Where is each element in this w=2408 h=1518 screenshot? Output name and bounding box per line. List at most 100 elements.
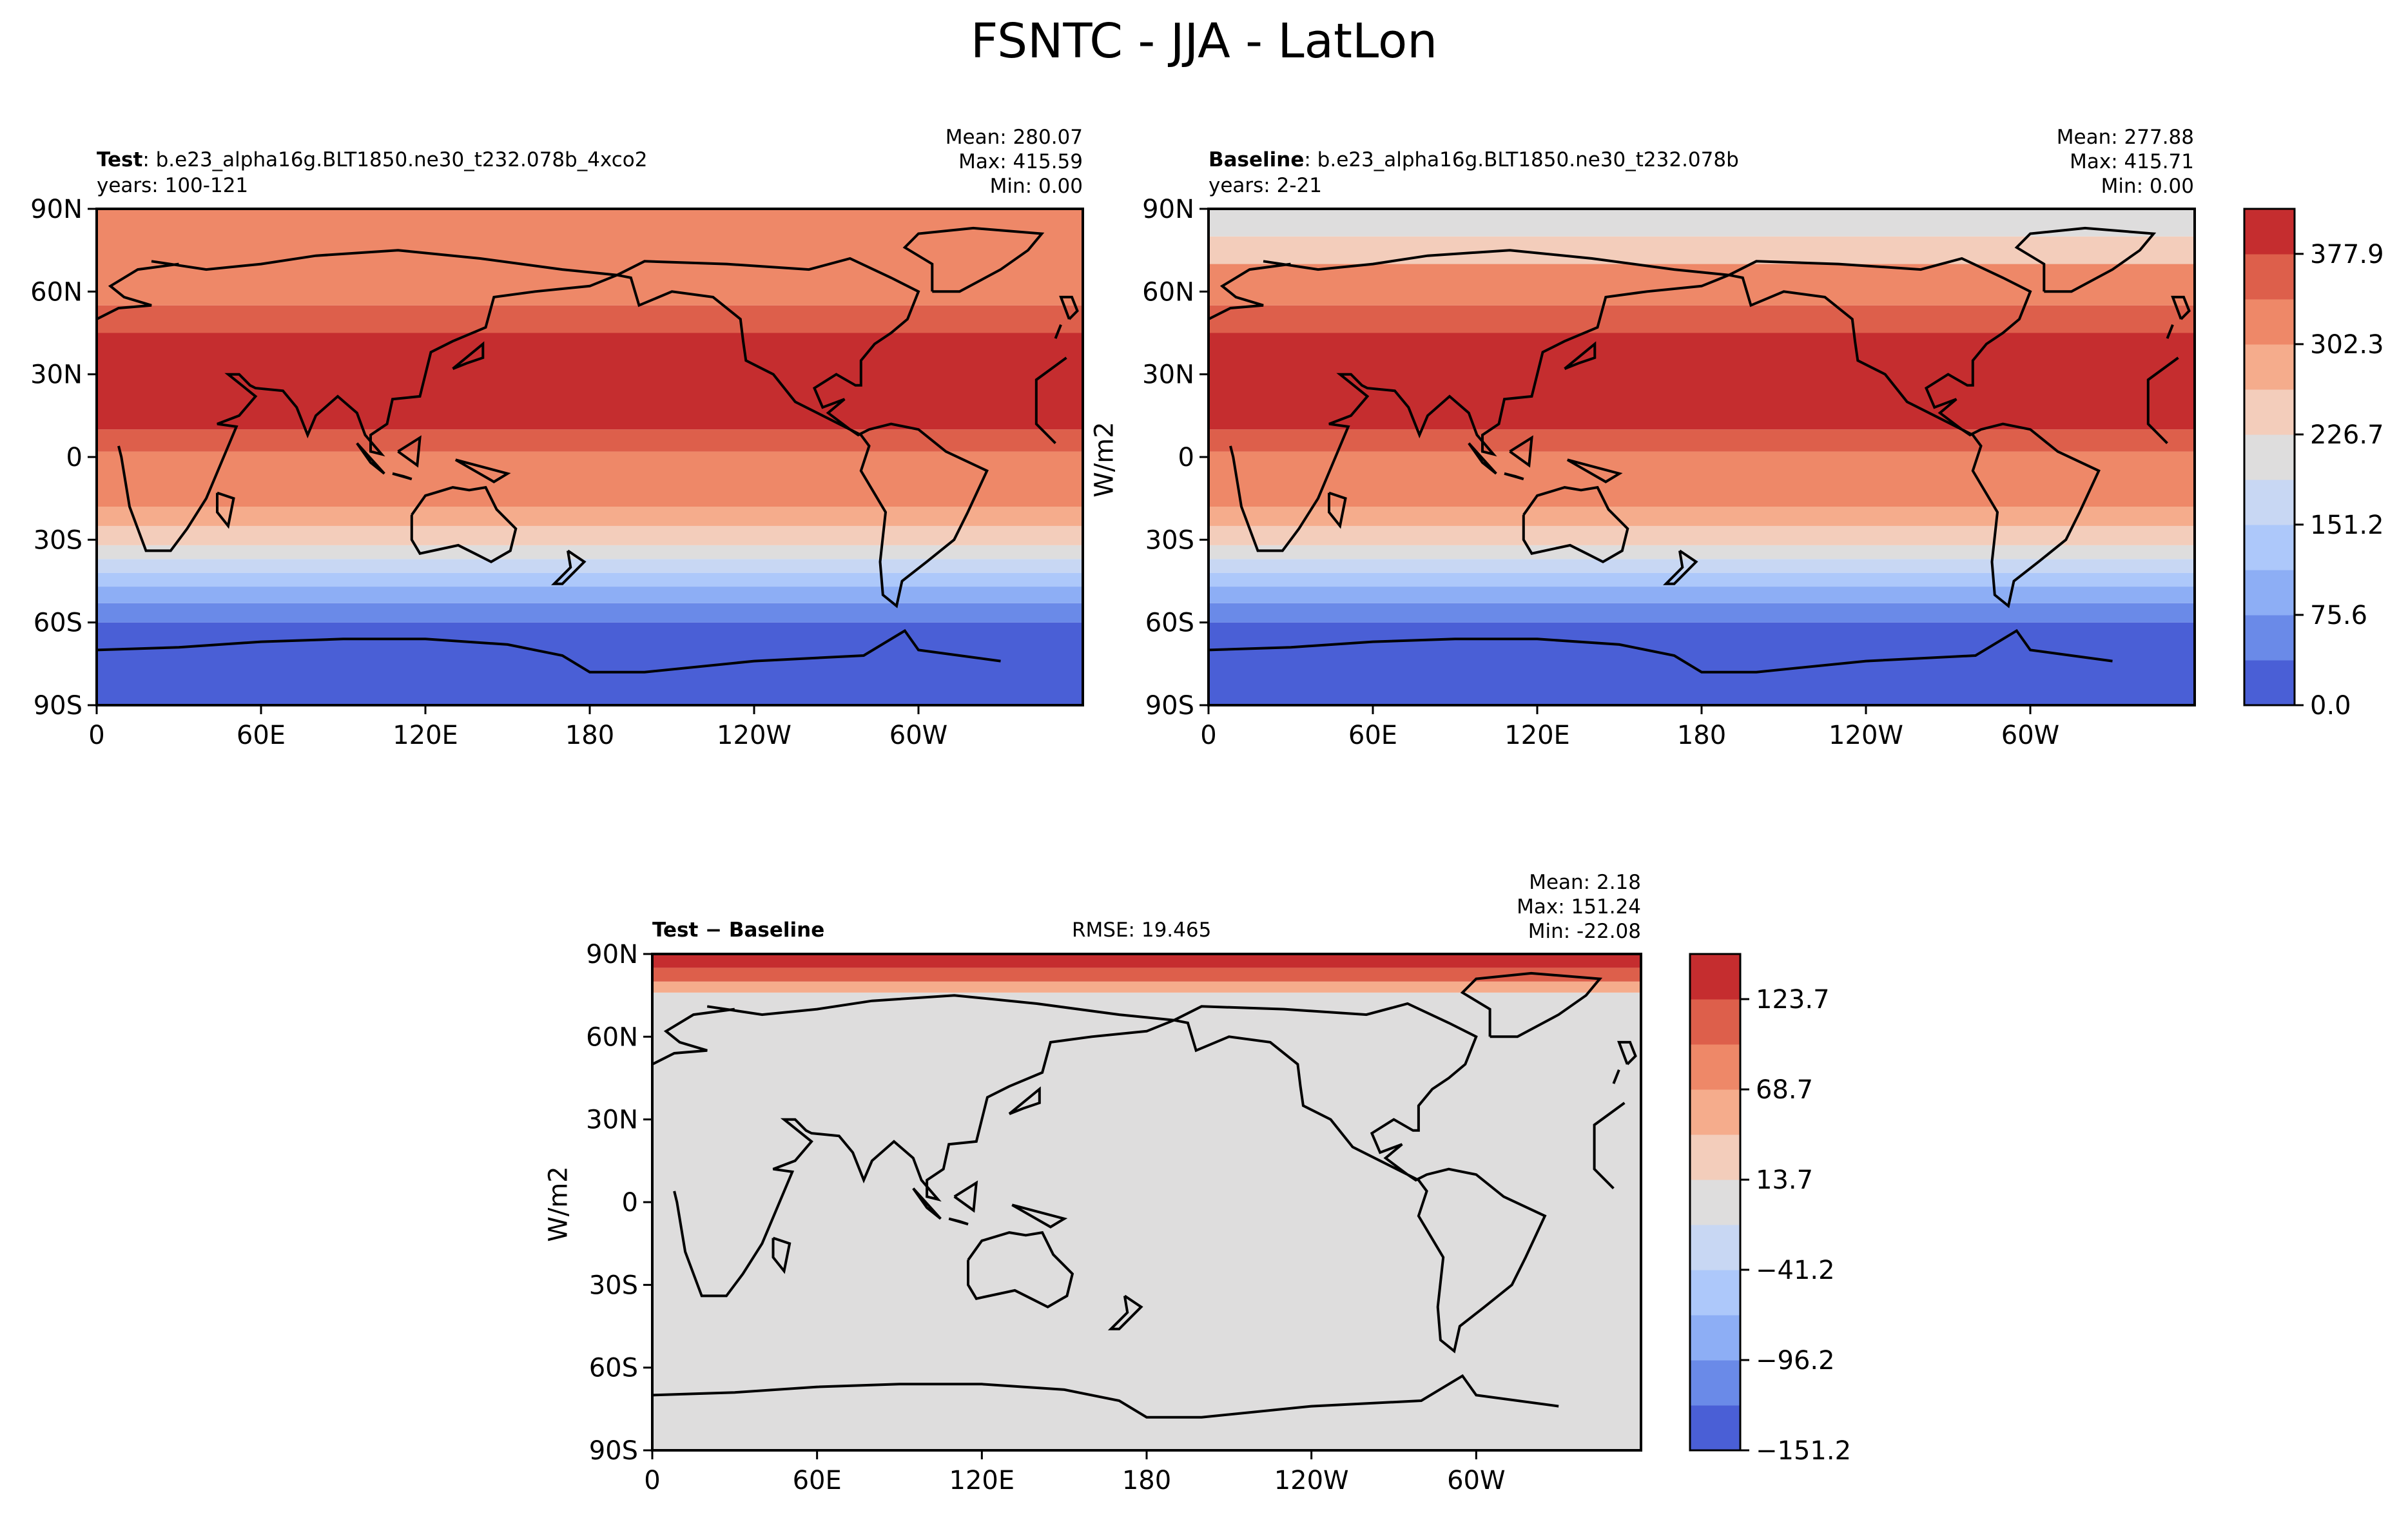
main-colorbar-tick-label: 302.3: [2310, 330, 2384, 360]
test-coastline: [454, 458, 511, 483]
baseline-coastline: [1209, 262, 1291, 320]
main-colorbar-segment: [2244, 209, 2295, 255]
test-coastline: [97, 628, 1001, 674]
diff-rmse: RMSE: 19.465: [1072, 919, 1212, 942]
main-colorbar-tick-label: 377.9: [2310, 240, 2384, 269]
main-colorbar-segment: [2244, 254, 2295, 300]
baseline-band: [1209, 603, 2195, 623]
diff-ytick-label: 60S: [589, 1354, 638, 1383]
diff-coastline: [772, 1236, 791, 1274]
test-label: Test: b.e23_alpha16g.BLT1850.ne30_t232.0…: [97, 148, 648, 171]
baseline-band: [1209, 587, 2195, 603]
test-coastline: [616, 257, 989, 608]
diff-coastline: [1617, 1040, 1637, 1066]
diff-band: [652, 981, 1641, 993]
diff-colorbar-tick-label: −96.2: [1756, 1346, 1835, 1376]
main-colorbar-segment: [2244, 299, 2295, 345]
baseline-band: [1209, 545, 2195, 560]
test-xtick-label: 60E: [237, 721, 286, 750]
test-band: [97, 572, 1083, 587]
baseline-label: Baseline: b.e23_alpha16g.BLT1850.ne30_t2…: [1209, 148, 1739, 171]
diff-coastline: [1612, 1069, 1620, 1084]
diff-map-panel: 0 60E 120E 180 120W 60W 90N 60N 30N 0 30S 60S 90S: [586, 940, 1642, 1495]
baseline-band: [1209, 572, 2195, 587]
main-colorbar-segment: [2244, 344, 2295, 390]
diff-colorbar-segment: [1690, 1134, 1740, 1180]
baseline-map-panel: 0 60E 120E 180 120W 60W 90N 60N 30N 0 30S 60S 90S: [1142, 195, 2196, 750]
test-band: [97, 305, 1083, 333]
baseline-coastline: [2166, 324, 2174, 339]
baseline-coastline: [2014, 226, 2157, 293]
baseline-band: [1209, 264, 2195, 306]
diff-colorbar-segment: [1690, 1225, 1740, 1270]
test-band: [97, 451, 1083, 480]
diff-ytick-label: 90N: [586, 940, 638, 969]
test-coastline: [902, 226, 1045, 293]
test-max: Max: 415.59: [958, 150, 1083, 173]
diff-coastline: [948, 1217, 969, 1226]
diff-band: [652, 992, 1641, 1450]
test-band: [97, 429, 1083, 452]
test-map-body: [97, 209, 1083, 705]
test-band: [97, 545, 1083, 560]
test-band: [97, 587, 1083, 603]
test-coastline: [452, 341, 485, 370]
test-coastline: [1059, 295, 1079, 320]
main-colorbar-segment: [2244, 660, 2295, 706]
baseline-ytick-label: 90N: [1142, 195, 1194, 224]
baseline-ytick-label: 30N: [1142, 360, 1194, 390]
diff-colorbar-segment: [1690, 1360, 1740, 1406]
test-coastline: [356, 442, 385, 475]
baseline-coastline: [2146, 356, 2179, 445]
baseline-band: [1209, 525, 2195, 545]
diff-map-body: [652, 954, 1641, 1450]
baseline-coastline: [1728, 257, 2101, 608]
test-ytick-label: 30N: [30, 360, 83, 390]
baseline-ytick-label: 30S: [1145, 525, 1194, 555]
test-coastline: [1054, 324, 1062, 339]
baseline-band: [1209, 559, 2195, 573]
test-band: [97, 525, 1083, 545]
diff-label: Test − Baseline: [652, 919, 825, 942]
baseline-xtick-label: 0: [1200, 721, 1216, 750]
diff-colorbar-segment: [1690, 1089, 1740, 1135]
baseline-band: [1209, 209, 2195, 237]
baseline-coastline: [1566, 458, 1623, 483]
baseline-xtick-label: 60W: [2001, 721, 2059, 750]
diff-xtick-label: 120E: [949, 1466, 1015, 1495]
diff-colorbar: −151.2 −96.2 −41.2 13.7 68.7 123.7: [1689, 953, 1851, 1466]
baseline-xtick-label: 120E: [1504, 721, 1570, 750]
main-colorbar-tick-label: 0.0: [2310, 691, 2351, 721]
diff-colorbar-tick-label: 68.7: [1756, 1075, 1813, 1105]
test-xtick-label: 0: [88, 721, 104, 750]
test-coastline: [397, 435, 422, 468]
figure-title: FSNTC - JJA - LatLon: [970, 14, 1438, 69]
baseline-max: Max: 415.71: [2070, 150, 2194, 173]
baseline-band: [1209, 305, 2195, 333]
diff-colorbar-segment: [1690, 954, 1740, 1000]
diff-coastline: [652, 1007, 735, 1066]
baseline-coastline: [1209, 628, 2113, 674]
main-colorbar-segment: [2244, 570, 2295, 616]
baseline-band: [1209, 507, 2195, 526]
main-colorbar-frame: [2243, 208, 2296, 706]
diff-band: [652, 954, 1641, 968]
test-coastline: [97, 262, 179, 320]
main-colorbar-segment: [2244, 525, 2295, 570]
diff-xtick-label: 60E: [793, 1466, 842, 1495]
baseline-ytick-label: 90S: [1145, 691, 1194, 721]
baseline-coastline: [1468, 442, 1497, 475]
diff-coastline: [1593, 1102, 1626, 1190]
baseline-ytick-label: 60S: [1145, 608, 1194, 638]
baseline-band: [1209, 333, 2195, 430]
baseline-coastline: [2171, 295, 2191, 320]
diff-max: Max: 151.24: [1517, 895, 1641, 919]
diff-ytick-label: 90S: [589, 1436, 638, 1466]
test-coastline: [392, 472, 413, 481]
baseline-ytick-label: 60N: [1142, 277, 1194, 307]
test-band: [97, 333, 1083, 430]
main-colorbar: 0.0 75.6 151.2 226.7 302.3 377.9: [2243, 208, 2384, 721]
diff-colorbar-tick-label: −151.2: [1756, 1436, 1851, 1466]
test-coastline: [410, 485, 518, 563]
test-years: years: 100-121: [97, 174, 249, 197]
